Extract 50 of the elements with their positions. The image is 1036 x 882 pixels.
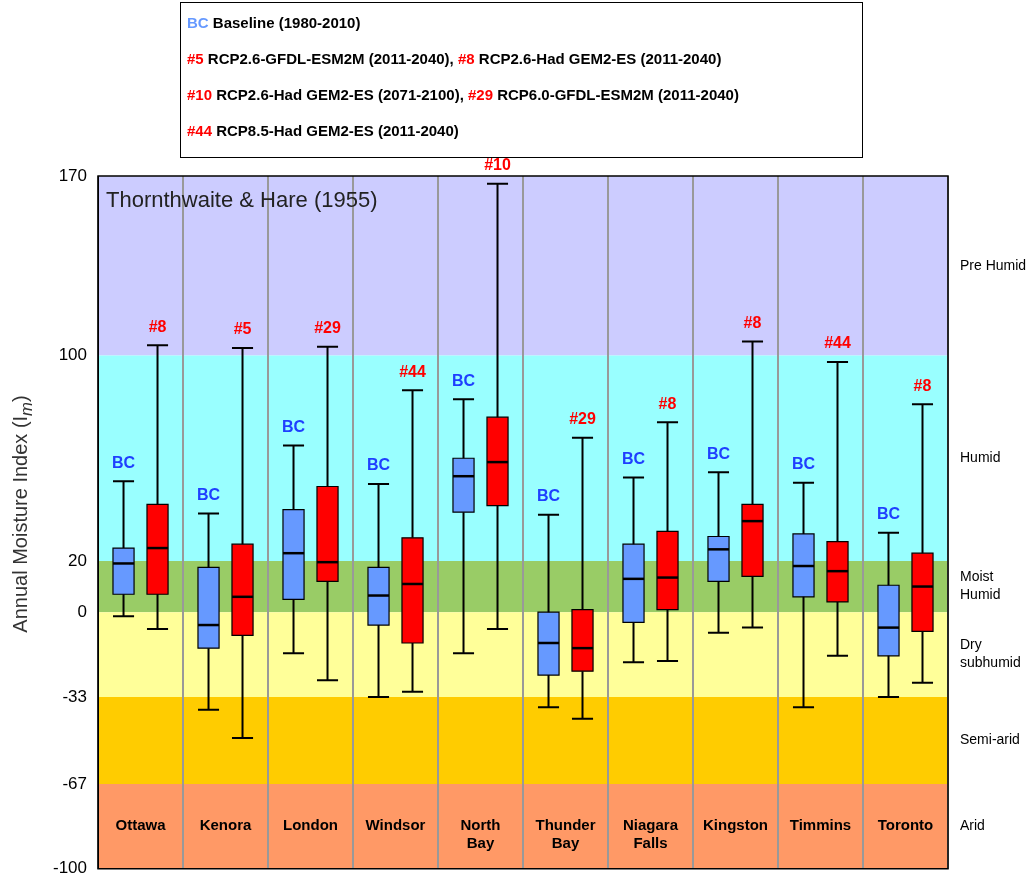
text: #29 RCP6.0-GFDL-ESM2M (2011-2040) <box>467 86 739 103</box>
band-label: Dry subhumid <box>960 636 1021 671</box>
text: BC <box>876 505 901 523</box>
text: BC Baseline (1980-2010) <box>187 14 361 31</box>
text: #8 <box>743 313 762 331</box>
text: #8 <box>913 376 932 394</box>
y-tick-label: 170 <box>58 165 88 185</box>
x-tick-label: Toronto <box>877 815 934 833</box>
band-label: Humid <box>960 449 1001 466</box>
text: BC <box>281 417 306 435</box>
y-tick-label: 20 <box>68 550 88 570</box>
x-tick-label: Ottawa <box>115 815 167 833</box>
text: #10 <box>484 156 511 174</box>
text: BC <box>621 449 646 467</box>
text: BC <box>791 455 816 473</box>
band-label: Moist Humid <box>960 568 1001 603</box>
text: BC <box>196 485 221 503</box>
band-label: Semi-arid <box>960 731 1020 748</box>
text: BC <box>451 371 476 389</box>
y-tick-label: 100 <box>58 345 88 365</box>
text: Thornthwaite & Hare (1955) <box>106 187 378 213</box>
y-tick-label: -100 <box>52 858 88 878</box>
text: #10 RCP2.6-Had GEM2-ES (2071-2100), <box>187 86 464 103</box>
x-tick-label: Timmins <box>789 815 852 833</box>
x-tick-label: Niagara Falls <box>622 815 679 851</box>
text: #5 RCP2.6-GFDL-ESM2M (2011-2040), <box>187 50 454 67</box>
band-label: Pre Humid <box>960 256 1027 273</box>
text: #8 <box>658 394 677 412</box>
x-tick-label: Kenora <box>199 815 253 833</box>
text: BC <box>706 444 731 462</box>
x-tick-label: Kingston <box>703 815 769 833</box>
text: BC <box>366 456 391 474</box>
y-tick-label: -33 <box>62 686 88 706</box>
text: #44 <box>399 362 426 380</box>
x-tick-label: Thunder Bay <box>535 815 596 851</box>
text: BC <box>536 487 561 505</box>
x-tick-label: North Bay <box>460 815 501 851</box>
text: #8 RCP2.6-Had GEM2-ES (2011-2040) <box>457 50 722 67</box>
text: BC <box>111 453 136 471</box>
text: #29 <box>314 319 341 337</box>
text: #44 RCP8.5-Had GEM2-ES (2011-2040) <box>187 122 459 139</box>
y-tick-label: -67 <box>62 773 88 793</box>
x-tick-label: Windsor <box>365 815 426 833</box>
text: #5 <box>233 320 252 338</box>
y-tick-label: 0 <box>77 601 88 621</box>
text: #29 <box>569 410 596 428</box>
text: #44 <box>824 334 851 352</box>
text: #8 <box>148 317 167 335</box>
x-tick-label: London <box>283 815 339 833</box>
band-label: Arid <box>960 817 985 834</box>
